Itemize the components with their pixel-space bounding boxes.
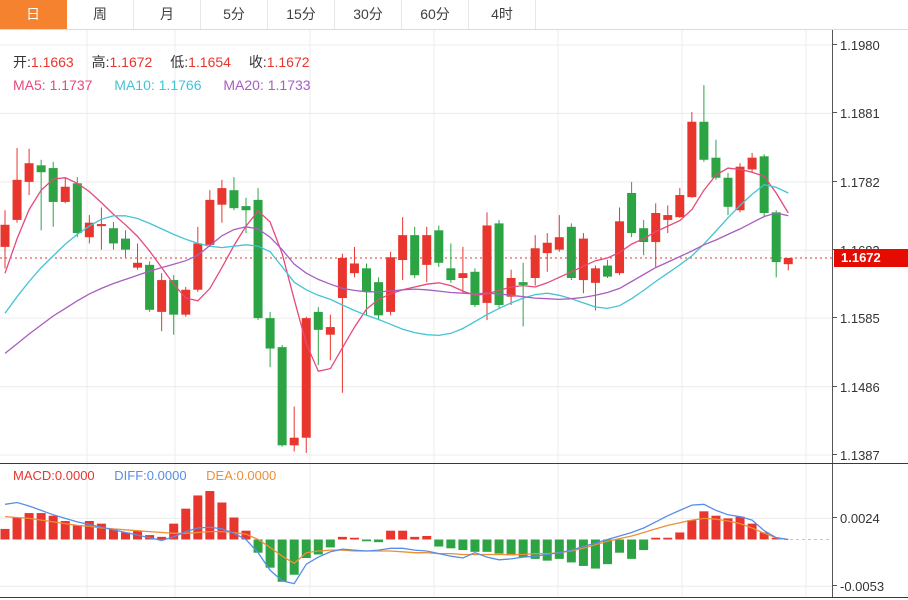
close-label: 收: [248,54,267,70]
axis-tick-mark [833,181,837,182]
high-value: 1.1672 [109,54,153,70]
price-axis-label: 1.1980 [840,38,880,53]
ma20-line [4,212,789,354]
ma20-label: MA20: [223,77,264,93]
price-axis-label: 1.1881 [840,106,880,121]
close-value: 1.1672 [266,54,310,70]
macd-legend: MACD:0.0000 DIFF:0.0000 DEA:0.0000 [13,468,276,483]
low-label: 低: [170,54,189,70]
ma5-label: MA5: [13,77,46,93]
axis-tick-mark [833,386,837,387]
tab-month[interactable]: 月 [134,0,201,29]
macd-label: MACD: [13,468,55,483]
tab-15min[interactable]: 15分 [268,0,335,29]
axis-tick-mark [833,112,837,113]
price-axis-label: 1.1486 [840,380,880,395]
macd-axis-label: 0.0024 [840,511,880,526]
ma5-line [4,167,789,373]
axis-tick-mark [833,44,837,45]
bottom-border [0,597,908,598]
ohlc-legend: 开:1.1663 高:1.1672 低:1.1654 收:1.1672 [13,51,324,74]
candles-layer [0,85,793,453]
open-label: 开: [13,54,31,70]
low-value: 1.1654 [188,54,231,70]
tab-5min[interactable]: 5分 [201,0,268,29]
price-axis-label: 1.1387 [840,448,880,463]
high-label: 高: [91,54,110,70]
macd-value: 0.0000 [54,468,95,483]
price-axis-label: 1.1585 [840,311,880,326]
ma5-value: 1.1737 [49,77,93,93]
price-axis-label: 1.1782 [840,175,880,190]
candlestick-chart[interactable] [0,30,832,464]
ma10-label: MA10: [114,77,155,93]
tab-4hour[interactable]: 4时 [469,0,536,29]
ma20-value: 1.1733 [267,77,311,93]
diff-line [4,501,789,585]
panel-separator [0,463,908,464]
tab-week[interactable]: 周 [67,0,134,29]
tab-60min[interactable]: 60分 [402,0,469,29]
diff-label: DIFF: [114,468,147,483]
ma10-line [4,183,789,337]
ma10-value: 1.1766 [158,77,202,93]
ma-legend: MA5: 1.1737 MA10: 1.1766 MA20: 1.1733 [13,74,324,97]
dea-label: DEA: [206,468,237,483]
current-price-badge: 1.1672 [834,249,908,267]
dea-value: 0.0000 [236,468,277,483]
macd-chart[interactable] [0,464,832,597]
axis-tick-mark [833,585,837,586]
macd-gridlines [0,464,832,597]
macd-histogram [0,491,781,582]
axis-tick-mark [833,454,837,455]
open-value: 1.1663 [30,54,74,70]
tab-day[interactable]: 日 [0,0,67,29]
axis-tick-mark [833,317,837,318]
chart-legend: 开:1.1663 高:1.1672 低:1.1654 收:1.1672 MA5:… [13,51,324,97]
macd-axis-label: -0.0053 [840,579,885,594]
tab-30min[interactable]: 30分 [335,0,402,29]
axis-tick-mark [833,517,837,518]
dea-line [4,515,789,565]
diff-value: 0.0000 [146,468,187,483]
price-axis: 1.1672 1.19801.18811.17821.16831.15851.1… [832,30,908,597]
interval-tabbar: 日周月 5分 15分 30分 60分 4时 [0,0,908,30]
